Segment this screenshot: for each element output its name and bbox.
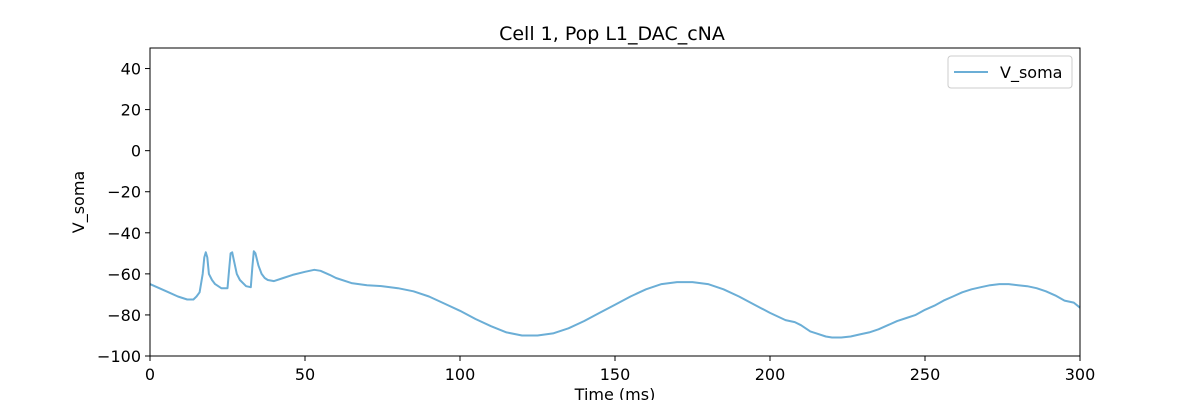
x-tick-label: 200 (755, 365, 786, 384)
y-tick-label: −100 (97, 347, 141, 366)
series-line-0 (149, 250, 1081, 339)
y-tick-label: −20 (107, 183, 141, 202)
y-axis: −100 −80 −60 −40 −20 0 20 40 (97, 60, 150, 366)
y-tick-label: −80 (107, 306, 141, 325)
x-axis: 0 50 100 150 200 250 300 (145, 356, 1095, 384)
plot-area-frame (149, 47, 1081, 357)
y-tick-label: −40 (107, 224, 141, 243)
x-tick-label: 50 (295, 365, 315, 384)
legend: V_soma (947, 55, 1073, 89)
x-tick-label: 100 (445, 365, 476, 384)
y-tick-label: 0 (131, 142, 141, 161)
x-axis-label: Time (ms) (574, 385, 656, 400)
x-tick-label: 0 (145, 365, 155, 384)
y-tick-label: 40 (121, 60, 141, 79)
x-tick-label: 150 (600, 365, 631, 384)
y-axis-label: V_soma (69, 171, 89, 233)
x-tick-label: 250 (910, 365, 941, 384)
y-tick-label: −60 (107, 265, 141, 284)
plot-line-layer (149, 250, 1081, 339)
x-tick-label: 300 (1065, 365, 1096, 384)
y-tick-label: 20 (121, 101, 141, 120)
legend-label: V_soma (1000, 63, 1062, 83)
legend-box (947, 55, 1073, 89)
chart-title: Cell 1, Pop L1_DAC_cNA (499, 23, 725, 45)
